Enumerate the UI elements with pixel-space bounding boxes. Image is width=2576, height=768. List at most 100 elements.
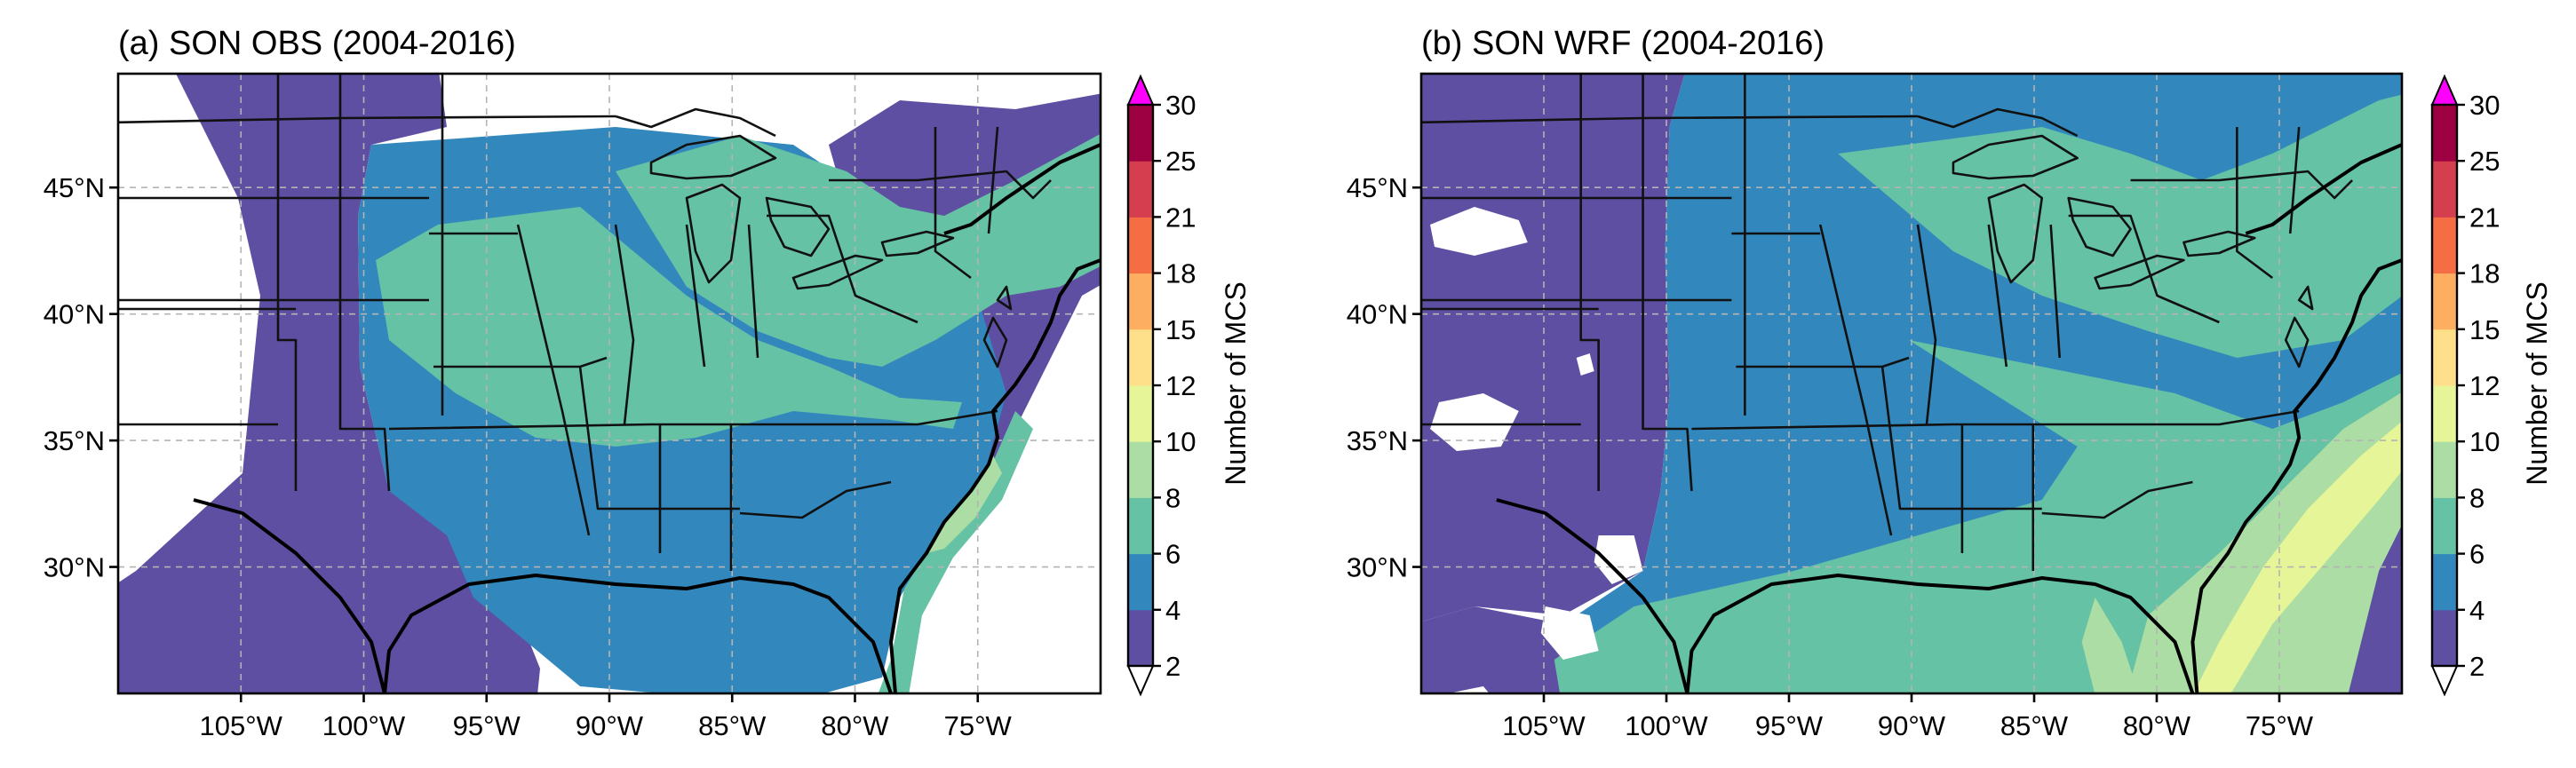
great-lake-outline: [2067, 196, 2132, 257]
y-tick-label: 35°N: [1347, 425, 1408, 456]
colorbar-segment: [2432, 497, 2457, 555]
colorbar-b: Number of MCS 2 4 6 8 10 12 15 18 21 25 30: [2430, 74, 2553, 697]
state-border: [1736, 356, 1910, 368]
colorbar-tick-label: 6: [1165, 539, 1181, 570]
missing-data-patch: [1447, 686, 1490, 693]
colorbar-over-arrow: [2430, 74, 2459, 106]
missing-data-patch: [1594, 535, 1643, 584]
colorbar-under-arrow: [1126, 665, 1155, 697]
colorbar-tick-label: 30: [1165, 90, 1196, 121]
x-tick-label: 95°W: [453, 710, 521, 741]
y-tick-label: 40°N: [44, 299, 105, 330]
coastline: [889, 258, 1101, 693]
x-tick-label: 95°W: [1755, 710, 1824, 741]
colorbar-tick-label: 2: [2469, 651, 2485, 682]
x-tick-label: 85°W: [2000, 710, 2069, 741]
colorbar-tick-label: 25: [2469, 146, 2500, 177]
colorbar-segment: [2432, 329, 2457, 386]
great-lake-outline: [2182, 230, 2256, 257]
panel-b-title: (b) SON WRF (2004-2016): [1421, 25, 1825, 62]
bay-outline: [2284, 316, 2310, 368]
x-tick-label: 75°W: [2246, 710, 2314, 741]
colorbar-tick-label: 12: [1165, 370, 1196, 401]
x-tick-label: 105°W: [1502, 710, 1586, 741]
state-border: [1916, 224, 1937, 425]
coastline: [943, 143, 1101, 235]
bay-outline: [996, 285, 1013, 311]
y-tick-label: 35°N: [44, 425, 105, 456]
state-border: [2130, 170, 2354, 200]
great-lake-outline: [685, 183, 742, 284]
y-tick-label: 30°N: [44, 552, 105, 583]
colorbar-tick-label: 4: [2469, 595, 2485, 626]
state-border: [615, 107, 776, 138]
y-tick-label: 45°N: [1347, 172, 1408, 203]
field-region: [616, 133, 1101, 367]
bay-outline: [982, 316, 1008, 368]
great-lake-outline: [2094, 254, 2185, 290]
coastline: [2245, 143, 2402, 235]
great-lake-outline: [880, 230, 955, 257]
colorbar-segment: [1128, 329, 1153, 386]
panel-a-gridlines: [118, 74, 1101, 693]
colorbar-segment: [2432, 217, 2457, 274]
panel-b-axes: 105°W 100°W 95°W 90°W 85°W 80°W 75°W 45°N 40°N 35…: [1347, 172, 2314, 741]
colorbar-under-arrow: [2430, 665, 2459, 697]
state-border: [2041, 480, 2193, 519]
state-border: [1642, 74, 1693, 492]
field-region: [1421, 74, 1685, 622]
coastline: [1496, 498, 1690, 693]
state-border: [1818, 224, 1893, 536]
state-border: [578, 366, 740, 511]
colorbar-tick-label: 2: [1165, 651, 1181, 682]
state-border: [1579, 74, 1600, 491]
missing-data-patch: [1429, 393, 1519, 451]
colorbar-segment: [1128, 609, 1153, 667]
coastline: [193, 498, 386, 693]
panel-b: (b) SON WRF (2004-2016) 105°W 100°W 95°W 90…: [1347, 25, 2404, 741]
colorbar-segment: [2432, 105, 2457, 162]
missing-data-patch: [1540, 606, 1599, 660]
colorbar-segment: [1128, 105, 1153, 162]
state-border: [2236, 127, 2274, 280]
colorbar-tick-label: 10: [2469, 426, 2500, 457]
panel-b-field: [1421, 74, 2402, 693]
state-border: [1880, 366, 2042, 511]
coastline: [2190, 258, 2402, 693]
x-tick-label: 75°W: [944, 710, 1013, 741]
field-region: [376, 207, 962, 447]
panel-a: (a) SON OBS (2004-2016) 105°W 100°W 95°W 90…: [44, 25, 1102, 741]
colorbar-segment: [1128, 553, 1153, 611]
colorbar-tick-label: 25: [1165, 146, 1196, 177]
x-tick-label: 80°W: [821, 710, 889, 741]
great-lake-outline: [1987, 183, 2044, 284]
great-lake-outline: [765, 196, 831, 257]
colorbar-tick-label: 15: [1165, 314, 1196, 345]
missing-data-patch: [1429, 207, 1528, 256]
colorbar-tick-label: 18: [2469, 258, 2500, 289]
y-tick-label: 30°N: [1347, 552, 1408, 583]
coastline: [1685, 574, 2195, 693]
colorbar-segment: [2432, 553, 2457, 611]
colorbar-tick-label: 21: [1165, 202, 1196, 233]
missing-data-patch: [1576, 353, 1594, 376]
colorbar-tick-label: 10: [1165, 426, 1196, 457]
colorbar-segment: [1128, 161, 1153, 218]
x-tick-label: 90°W: [1878, 710, 1946, 741]
state-border: [2068, 214, 2220, 324]
state-border: [516, 224, 591, 536]
state-border: [829, 170, 1052, 200]
field-region: [118, 74, 540, 693]
panel-a-title: (a) SON OBS (2004-2016): [118, 25, 516, 62]
state-border: [747, 224, 759, 359]
colorbar-tick-label: 21: [2469, 202, 2500, 233]
colorbar-segment: [2432, 441, 2457, 498]
y-tick-label: 45°N: [44, 172, 105, 203]
colorbar-tick-label: 6: [2469, 539, 2485, 570]
colorbar-segment: [1128, 273, 1153, 330]
x-tick-label: 85°W: [698, 710, 767, 741]
state-border: [1987, 224, 2008, 368]
bay-outline: [2297, 285, 2314, 311]
state-border: [2288, 126, 2301, 234]
x-tick-label: 80°W: [2123, 710, 2191, 741]
